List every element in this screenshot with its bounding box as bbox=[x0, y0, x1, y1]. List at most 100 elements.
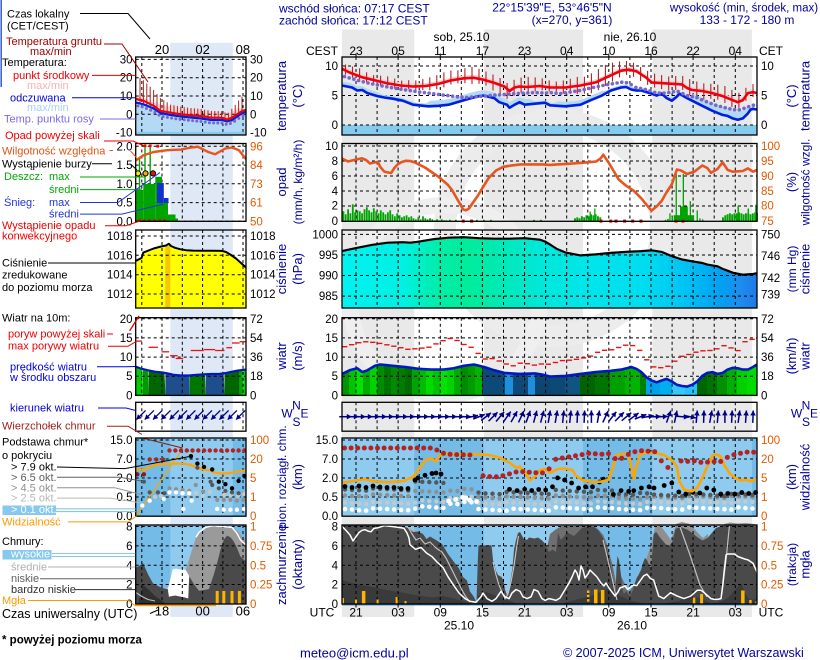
svg-text:(km): (km) bbox=[784, 464, 799, 490]
svg-text:Wierzchołek chmur: Wierzchołek chmur bbox=[2, 421, 96, 433]
svg-text:20: 20 bbox=[325, 314, 338, 326]
svg-text:CEST: CEST bbox=[306, 44, 339, 58]
svg-text:Czas uniwersalny (UTC): Czas uniwersalny (UTC) bbox=[2, 607, 137, 621]
svg-text:2.0: 2.0 bbox=[117, 473, 133, 485]
svg-text:10: 10 bbox=[250, 91, 263, 103]
svg-text:985: 985 bbox=[319, 291, 338, 303]
svg-text:niskie: niskie bbox=[11, 573, 39, 585]
svg-text:CET: CET bbox=[759, 44, 784, 58]
svg-text:2: 2 bbox=[126, 580, 132, 592]
svg-text:0.25: 0.25 bbox=[761, 580, 783, 592]
svg-text:10: 10 bbox=[325, 61, 338, 73]
svg-text:08: 08 bbox=[236, 42, 250, 57]
svg-text:5: 5 bbox=[761, 473, 767, 485]
svg-text:Deszcz:: Deszcz: bbox=[4, 171, 43, 183]
svg-text:w środku obszaru: w środku obszaru bbox=[9, 372, 96, 384]
svg-text:1: 1 bbox=[761, 492, 767, 504]
svg-text:S: S bbox=[802, 415, 810, 429]
svg-text:1016: 1016 bbox=[250, 250, 276, 262]
svg-text:750: 750 bbox=[761, 229, 780, 241]
svg-text:wschód słońca: 07:17 CEST: wschód słońca: 07:17 CEST bbox=[278, 2, 430, 16]
svg-text:widzialność: widzialność bbox=[798, 443, 813, 511]
svg-text:Wystąpienie opadu: Wystąpienie opadu bbox=[2, 220, 95, 232]
svg-text:739: 739 bbox=[761, 290, 780, 302]
svg-text:Temperatura:: Temperatura: bbox=[2, 57, 67, 69]
svg-text:UTC: UTC bbox=[759, 605, 784, 619]
svg-text:o pokryciu: o pokryciu bbox=[2, 450, 52, 462]
svg-text:(mm Hg): (mm Hg) bbox=[785, 246, 799, 293]
svg-text:nie, 26.10: nie, 26.10 bbox=[604, 30, 657, 44]
svg-text:0.0: 0.0 bbox=[117, 216, 133, 228]
svg-text:15: 15 bbox=[120, 333, 133, 345]
svg-text:20: 20 bbox=[120, 73, 133, 85]
svg-text:746: 746 bbox=[761, 251, 780, 263]
svg-text:5: 5 bbox=[250, 473, 256, 485]
svg-text:poryw powyżej skali: poryw powyżej skali bbox=[8, 329, 105, 341]
svg-text:2: 2 bbox=[332, 580, 338, 592]
svg-text:Śnieg:: Śnieg: bbox=[4, 196, 35, 209]
svg-text:990: 990 bbox=[319, 271, 338, 283]
svg-text:zachmurzenie: zachmurzenie bbox=[274, 524, 289, 605]
svg-text:> 0.1 okt.: > 0.1 okt. bbox=[11, 504, 57, 516]
svg-text:25.10: 25.10 bbox=[444, 619, 474, 633]
svg-text:18: 18 bbox=[155, 604, 169, 619]
svg-text:średnie: średnie bbox=[11, 562, 47, 574]
svg-text:22°15'39"E, 53°46'5"N: 22°15'39"E, 53°46'5"N bbox=[492, 1, 611, 15]
svg-text:5: 5 bbox=[761, 91, 767, 103]
svg-text:max/min: max/min bbox=[30, 46, 72, 58]
svg-text:23: 23 bbox=[518, 44, 532, 58]
svg-text:zredukowane: zredukowane bbox=[2, 270, 67, 282]
svg-text:100: 100 bbox=[761, 435, 780, 447]
svg-text:21: 21 bbox=[349, 605, 363, 619]
svg-text:04: 04 bbox=[729, 44, 743, 58]
svg-text:0: 0 bbox=[332, 120, 338, 132]
svg-text:54: 54 bbox=[250, 333, 263, 345]
svg-text:konwekcyjnego: konwekcyjnego bbox=[2, 231, 77, 243]
svg-text:> 2.5 okt.: > 2.5 okt. bbox=[11, 493, 57, 505]
svg-text:995: 995 bbox=[319, 250, 338, 262]
svg-text:(hPa): (hPa) bbox=[290, 253, 305, 285]
svg-text:wysokie: wysokie bbox=[10, 548, 50, 560]
svg-text:W: W bbox=[281, 407, 293, 421]
svg-text:0.5: 0.5 bbox=[117, 198, 133, 210]
svg-text:7.0: 7.0 bbox=[117, 454, 133, 466]
svg-text:1012: 1012 bbox=[250, 289, 276, 301]
svg-text:84: 84 bbox=[250, 160, 263, 172]
svg-text:73: 73 bbox=[250, 179, 263, 191]
svg-text:Temperatura gruntu: Temperatura gruntu bbox=[6, 36, 102, 48]
svg-text:max: max bbox=[49, 197, 70, 209]
svg-text:15.0: 15.0 bbox=[110, 435, 132, 447]
svg-text:36: 36 bbox=[761, 352, 774, 364]
svg-text:średni: średni bbox=[49, 209, 79, 221]
svg-text:(x=270, y=361): (x=270, y=361) bbox=[532, 13, 613, 27]
svg-text:temperatura: temperatura bbox=[274, 60, 289, 131]
svg-text:meteo@icm.edu.pl: meteo@icm.edu.pl bbox=[300, 646, 409, 660]
svg-text:03: 03 bbox=[391, 605, 405, 619]
svg-text:0: 0 bbox=[761, 120, 767, 132]
svg-text:max/min: max/min bbox=[27, 102, 69, 114]
svg-text:10: 10 bbox=[761, 61, 774, 73]
svg-text:17: 17 bbox=[476, 44, 490, 58]
svg-text:09: 09 bbox=[602, 605, 616, 619]
svg-text:1016: 1016 bbox=[107, 250, 133, 262]
svg-text:(°C): (°C) bbox=[290, 84, 305, 107]
svg-text:06: 06 bbox=[236, 604, 250, 619]
svg-text:0: 0 bbox=[332, 390, 338, 402]
svg-text:00: 00 bbox=[195, 604, 209, 619]
svg-text:10: 10 bbox=[120, 352, 133, 364]
svg-text:4: 4 bbox=[126, 560, 133, 572]
svg-text:opad: opad bbox=[274, 168, 289, 197]
svg-text:ciśnienie: ciśnienie bbox=[274, 244, 289, 295]
svg-text:Wilgotność względna: Wilgotność względna bbox=[2, 146, 106, 158]
svg-text:20: 20 bbox=[250, 73, 263, 85]
svg-text:20: 20 bbox=[250, 454, 263, 466]
svg-text:15: 15 bbox=[476, 605, 490, 619]
svg-text:6: 6 bbox=[332, 171, 338, 183]
svg-text:mgła: mgła bbox=[798, 550, 813, 579]
svg-text:Wystąpienie burzy: Wystąpienie burzy bbox=[2, 158, 92, 170]
svg-text:26.10: 26.10 bbox=[617, 619, 647, 633]
svg-text:0: 0 bbox=[126, 109, 132, 121]
svg-text:0.75: 0.75 bbox=[761, 541, 783, 553]
svg-text:2.0: 2.0 bbox=[117, 141, 133, 153]
svg-text:0: 0 bbox=[250, 599, 256, 611]
